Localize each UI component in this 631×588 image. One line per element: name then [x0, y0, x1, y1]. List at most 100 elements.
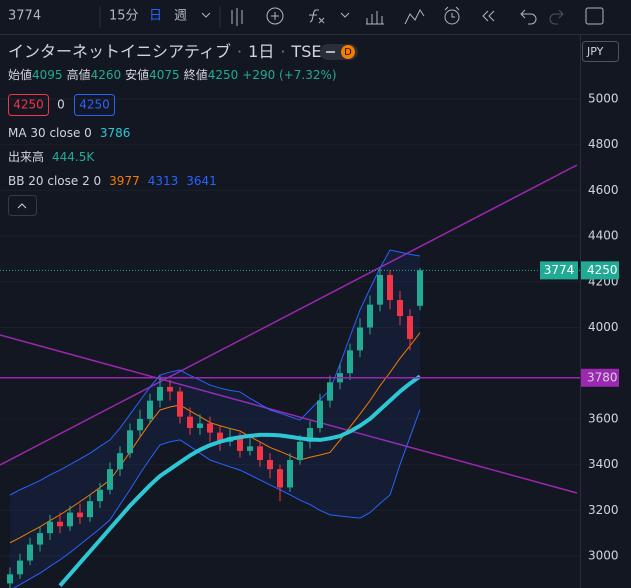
- high-label: 高値: [67, 67, 91, 82]
- candle-body: [347, 350, 353, 374]
- candle-body: [317, 400, 323, 429]
- candle-body: [17, 560, 23, 575]
- bb-upper: [9, 249, 421, 496]
- sell-price: 4250: [13, 98, 44, 112]
- ohlc: 始値4095 高値4260 安値4075 終値4250 +290 (+7.32%): [8, 67, 337, 82]
- candle-body: [417, 270, 423, 306]
- bars-icon[interactable]: [366, 11, 384, 25]
- candle-body: [397, 300, 403, 317]
- dropdown-icon[interactable]: [201, 12, 211, 18]
- volume-label: 出来高: [8, 149, 44, 164]
- interval-week[interactable]: 週: [174, 9, 187, 24]
- candle-body: [37, 533, 43, 545]
- open-label: 始値: [8, 67, 32, 82]
- candle-body: [177, 391, 183, 417]
- candle-body: [257, 446, 263, 461]
- currency-button[interactable]: [582, 41, 619, 62]
- open: 4095: [32, 68, 63, 82]
- candle-body: [307, 428, 313, 442]
- undo-icon[interactable]: [520, 9, 537, 25]
- timeframe: 1日: [248, 42, 274, 61]
- volume: 444.5K: [52, 150, 95, 164]
- collapse-button[interactable]: [8, 195, 37, 216]
- close: 4250: [208, 68, 239, 82]
- symbol-label: 3774: [544, 263, 575, 277]
- y-tick-label: 3000: [588, 549, 619, 563]
- buy-price: 4250: [79, 98, 110, 112]
- symbol[interactable]: 3774: [8, 9, 41, 24]
- hline-label: 3780: [587, 370, 618, 384]
- bb-lower-value: 3641: [186, 174, 217, 188]
- replay-icon[interactable]: [482, 10, 495, 22]
- badge-circle: [341, 45, 355, 59]
- ma-name: MA 30 close 0: [8, 126, 92, 140]
- candle-body: [107, 469, 113, 490]
- dot: ·: [237, 42, 242, 61]
- dot: ·: [280, 42, 285, 61]
- alert-icon[interactable]: [444, 9, 460, 25]
- exchange: TSE: [290, 42, 321, 61]
- candle-body: [167, 386, 173, 392]
- interval-day[interactable]: 日: [149, 9, 162, 24]
- candle-body: [247, 446, 253, 451]
- trend-line[interactable]: [0, 164, 578, 466]
- volume-legend: 出来高 444.5K: [8, 149, 95, 164]
- candle-body: [77, 512, 83, 518]
- bb-fill: [10, 250, 420, 588]
- bb-upper-value: 4313: [148, 174, 179, 188]
- y-tick-label: 3200: [588, 503, 619, 517]
- ma-legend: MA 30 close 0 3786: [8, 126, 130, 140]
- candle-body: [7, 574, 13, 584]
- candle-body: [197, 423, 203, 429]
- y-tick-label: 3600: [588, 411, 619, 425]
- redo-icon[interactable]: [549, 9, 564, 25]
- candle-body: [407, 316, 413, 339]
- ma-value: 3786: [100, 126, 131, 140]
- fx-icon[interactable]: [309, 9, 325, 24]
- candle-icon[interactable]: [231, 8, 243, 26]
- candle-body: [147, 400, 153, 419]
- low-label: 安値: [125, 67, 149, 82]
- bb-basis-value: 3977: [109, 174, 140, 188]
- y-tick-label: 4000: [588, 320, 619, 334]
- candle-body: [207, 423, 213, 433]
- candle-body: [237, 437, 243, 451]
- candle-body: [277, 469, 283, 488]
- candle-body: [287, 460, 293, 488]
- candle-body: [187, 416, 193, 429]
- bb-name: BB 20 close 2 0: [8, 174, 101, 188]
- candle-body: [327, 382, 333, 401]
- y-tick-label: 4600: [588, 183, 619, 197]
- buy-button[interactable]: [74, 94, 115, 116]
- low: 4075: [149, 68, 180, 82]
- candle-body: [217, 432, 223, 442]
- symbol-label-bg: [540, 261, 578, 280]
- interval[interactable]: 15分: [109, 9, 139, 24]
- toolbar-icons: [231, 6, 604, 26]
- plot: [0, 98, 580, 588]
- candle-body: [67, 512, 73, 527]
- fullscreen-icon[interactable]: [585, 7, 604, 25]
- price-axis: JPY 300032003400360040004200440046004800…: [580, 35, 619, 588]
- candle-body: [387, 274, 393, 301]
- candle-body: [87, 501, 93, 518]
- y-tick-label: 4800: [588, 137, 619, 151]
- sell-button[interactable]: [8, 94, 49, 116]
- indicator-add-icon[interactable]: [266, 7, 284, 25]
- close-label: 終値: [184, 67, 208, 82]
- badge-text: D: [344, 47, 352, 58]
- currency: JPY: [586, 45, 604, 58]
- candle-body: [157, 386, 163, 401]
- ma-line: [58, 374, 422, 588]
- candle-body: [367, 304, 373, 328]
- spread: 0: [57, 98, 65, 112]
- candle-body: [27, 544, 33, 561]
- compare-icon[interactable]: [404, 9, 425, 25]
- trend-line[interactable]: [0, 334, 578, 494]
- y-tick-label: 4400: [588, 229, 619, 243]
- status-icon: [326, 51, 335, 53]
- candle-body: [97, 489, 103, 502]
- bb-legend: BB 20 close 2 0 3977 4313 3641: [8, 174, 217, 188]
- candle-body: [377, 274, 383, 305]
